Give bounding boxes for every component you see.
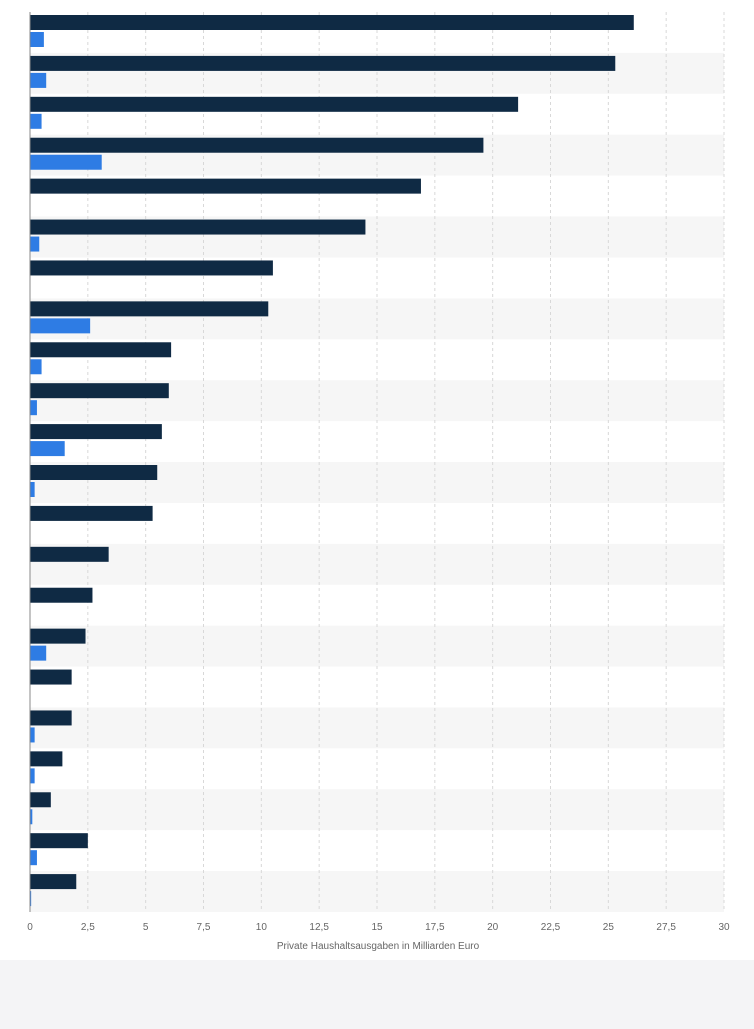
chart-container: 0 2,5 5 7,5 10 12,5 15 17,5 20 22,5 25 27,5 30 Priva…	[0, 0, 754, 960]
bar-chart: 0 2,5 5 7,5 10 12,5 15 17,5 20 22,5 25 27,5 30 Priva…	[27, 12, 730, 952]
bar-series-2[interactable]	[30, 154, 102, 170]
bar-series-2[interactable]	[30, 768, 35, 784]
bar-series-1[interactable]	[30, 15, 634, 30]
bar-series-2[interactable]	[30, 113, 42, 129]
x-tick-label: 2,5	[81, 922, 95, 933]
x-tick-label: 5	[143, 922, 149, 933]
x-axis-label: Private Haushaltsausgaben in Milliarden …	[277, 941, 480, 952]
bar-series-2[interactable]	[30, 727, 35, 743]
bar-series-1[interactable]	[30, 710, 72, 726]
bar-series-2[interactable]	[30, 236, 40, 252]
bar-series-2[interactable]	[30, 441, 65, 457]
x-tick-label: 7,5	[197, 922, 211, 933]
x-tick-label: 0	[27, 922, 33, 933]
bar-series-2[interactable]	[30, 850, 37, 866]
bar-series-2[interactable]	[30, 645, 47, 661]
bar-series-1[interactable]	[30, 137, 484, 153]
bar-series-1[interactable]	[30, 342, 172, 358]
bar-series-2[interactable]	[30, 359, 42, 375]
x-tick-label: 12,5	[309, 922, 329, 933]
bar-series-2[interactable]	[30, 891, 32, 907]
bar-series-2[interactable]	[30, 482, 35, 497]
bar-series-1[interactable]	[30, 178, 421, 194]
bar-series-1[interactable]	[30, 96, 519, 112]
bar-series-1[interactable]	[30, 55, 616, 71]
bar-series-1[interactable]	[30, 546, 109, 562]
bar-series-2[interactable]	[30, 72, 47, 88]
bar-series-1[interactable]	[30, 505, 153, 521]
bar-series-1[interactable]	[30, 669, 72, 685]
bar-series-1[interactable]	[30, 751, 63, 767]
bar-series-1[interactable]	[30, 792, 51, 808]
bar-series-1[interactable]	[30, 628, 86, 644]
bar-series-1[interactable]	[30, 833, 88, 849]
bar-series-1[interactable]	[30, 219, 366, 235]
bar-series-2[interactable]	[30, 809, 33, 825]
bar-series-1[interactable]	[30, 874, 77, 890]
x-tick-label: 10	[256, 922, 268, 933]
bar-series-1[interactable]	[30, 424, 162, 440]
bar-series-1[interactable]	[30, 383, 169, 399]
x-tick-label: 25	[603, 922, 615, 933]
x-tick-label: 27,5	[656, 922, 676, 933]
bar-series-2[interactable]	[30, 400, 37, 416]
x-tick-label: 22,5	[541, 922, 561, 933]
bar-series-1[interactable]	[30, 587, 93, 603]
bar-series-2[interactable]	[30, 318, 91, 334]
bar-series-1[interactable]	[30, 301, 269, 317]
bar-series-1[interactable]	[30, 260, 273, 276]
x-tick-label: 30	[718, 922, 730, 933]
bar-series-2[interactable]	[30, 32, 44, 47]
x-tick-label: 15	[371, 922, 383, 933]
x-tick-label: 17,5	[425, 922, 445, 933]
x-tick-label: 20	[487, 922, 499, 933]
bar-series-1[interactable]	[30, 465, 158, 480]
